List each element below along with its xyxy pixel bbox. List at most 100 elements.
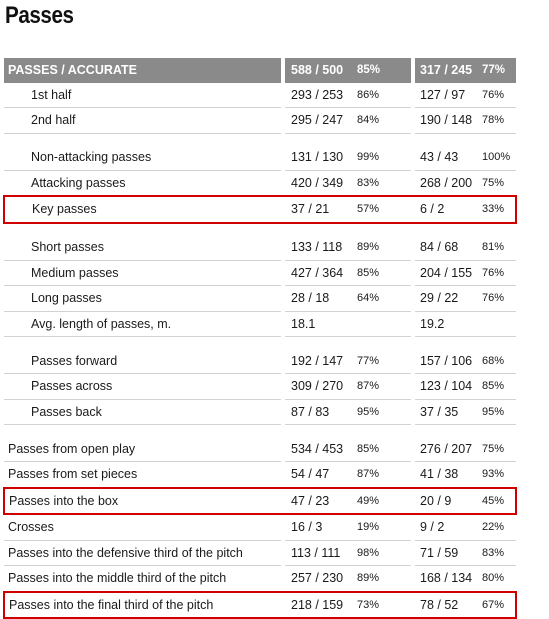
row-label: Passes from set pieces <box>4 461 281 488</box>
row-team2-value: 71 / 59 <box>415 540 479 566</box>
table-row: 2nd half 295 / 247 84% 190 / 148 78% <box>4 107 516 134</box>
row-team2-value: 19.2 <box>415 311 479 337</box>
table-row: Passes into the defensive third of the p… <box>4 540 516 566</box>
row-label: Passes across <box>4 373 281 400</box>
row-label: Crosses <box>4 514 281 541</box>
row-team2-value: 190 / 148 <box>415 107 479 134</box>
row-label: Medium passes <box>4 260 281 286</box>
row-spacer <box>4 425 516 437</box>
row-team2-value: 123 / 104 <box>415 373 479 400</box>
row-team2-pct: 100% <box>479 145 516 171</box>
table-row: Passes back 87 / 83 95% 37 / 35 95% <box>4 399 516 425</box>
row-team1-value: 16 / 3 <box>285 514 354 541</box>
row-team2-value: 127 / 97 <box>415 82 479 108</box>
row-team2-pct <box>479 311 516 337</box>
row-team2-pct: 76% <box>479 285 516 312</box>
table-row: Long passes 28 / 18 64% 29 / 22 76% <box>4 285 516 312</box>
row-team2-pct: 67% <box>479 590 517 619</box>
row-team2-pct: 75% <box>479 170 516 197</box>
row-team2-value: 9 / 2 <box>415 514 479 541</box>
table-row: 1st half 293 / 253 86% 127 / 97 76% <box>4 82 516 108</box>
row-label: Passes back <box>4 399 281 425</box>
table-row: Passes across 309 / 270 87% 123 / 104 85% <box>4 373 516 400</box>
row-team1-pct: 83% <box>354 170 411 197</box>
row-team1-value: 28 / 18 <box>285 285 354 312</box>
row-spacer <box>4 133 516 145</box>
row-team2-pct: 68% <box>479 348 516 374</box>
row-team2-value: 29 / 22 <box>415 285 479 312</box>
row-label: Avg. length of passes, m. <box>4 311 281 337</box>
row-team2-value: 6 / 2 <box>415 195 479 224</box>
row-team1-pct: 89% <box>354 235 411 261</box>
row-team1-value: 293 / 253 <box>285 82 354 108</box>
row-team2-pct: 81% <box>479 235 516 261</box>
row-team1-pct: 89% <box>354 565 411 592</box>
row-team1-value: 295 / 247 <box>285 107 354 134</box>
row-team2-pct: 85% <box>479 373 516 400</box>
row-team1-value: 257 / 230 <box>285 565 354 592</box>
row-team1-value: 427 / 364 <box>285 260 354 286</box>
row-team2-pct: 33% <box>479 195 517 224</box>
table-row: Passes into the middle third of the pitc… <box>4 565 516 592</box>
row-label: Passes into the middle third of the pitc… <box>4 565 281 592</box>
row-team2-value: 37 / 35 <box>415 399 479 425</box>
row-team2-pct: 45% <box>479 486 517 515</box>
row-team2-pct: 22% <box>479 514 516 541</box>
table-row: Attacking passes 420 / 349 83% 268 / 200 75% <box>4 170 516 197</box>
row-team2-value: 41 / 38 <box>415 461 479 488</box>
table-row: Medium passes 427 / 364 85% 204 / 155 76% <box>4 260 516 286</box>
row-team1-pct: 19% <box>354 514 411 541</box>
table-row: Passes forward 192 / 147 77% 157 / 106 68% <box>4 348 516 374</box>
row-team1-value: 113 / 111 <box>285 540 354 566</box>
row-team1-pct: 77% <box>354 348 411 374</box>
row-team1-pct: 85% <box>354 436 411 462</box>
row-team2-value: 78 / 52 <box>415 590 479 619</box>
row-team2-pct: 95% <box>479 399 516 425</box>
row-team1-pct: 87% <box>354 461 411 488</box>
table-row: Crosses 16 / 3 19% 9 / 2 22% <box>4 514 516 541</box>
table-header-row: PASSES / ACCURATE 588 / 500 85% 317 / 24… <box>4 58 516 83</box>
row-label: Short passes <box>4 235 281 261</box>
row-team2-value: 168 / 134 <box>415 565 479 592</box>
row-team1-value: 309 / 270 <box>285 373 354 400</box>
row-team1-pct: 84% <box>354 107 411 134</box>
table-row-highlighted: Key passes 37 / 21 57% 6 / 2 33% <box>3 195 517 224</box>
page-title: Passes <box>5 2 74 29</box>
row-team2-value: 157 / 106 <box>415 348 479 374</box>
row-team1-pct: 86% <box>354 82 411 108</box>
row-team2-pct: 83% <box>479 540 516 566</box>
row-label: 1st half <box>4 82 281 108</box>
table-row-highlighted: Passes into the box 47 / 23 49% 20 / 9 45% <box>3 486 517 515</box>
passes-stats-table: PASSES / ACCURATE 588 / 500 85% 317 / 24… <box>3 58 517 619</box>
row-team1-pct: 57% <box>354 195 411 224</box>
row-label: Key passes <box>3 195 281 224</box>
row-team1-value: 420 / 349 <box>285 170 354 197</box>
row-team1-pct: 49% <box>354 486 411 515</box>
row-label: Long passes <box>4 285 281 312</box>
table-row: Short passes 133 / 118 89% 84 / 68 81% <box>4 235 516 261</box>
row-team1-value: 534 / 453 <box>285 436 354 462</box>
header-label: PASSES / ACCURATE <box>4 58 281 83</box>
row-spacer <box>4 337 516 349</box>
header-team1-pct: 85% <box>354 58 411 83</box>
header-team2-pct: 77% <box>479 58 516 83</box>
row-team1-value: 192 / 147 <box>285 348 354 374</box>
row-team1-value: 18.1 <box>285 311 354 337</box>
table-row: Passes from set pieces 54 / 47 87% 41 / 38 9… <box>4 461 516 488</box>
row-label: Passes into the final third of the pitch <box>3 590 281 619</box>
row-team1-value: 133 / 118 <box>285 235 354 261</box>
row-team1-pct: 64% <box>354 285 411 312</box>
row-team1-pct: 99% <box>354 145 411 171</box>
row-team1-value: 37 / 21 <box>285 195 354 224</box>
table-row: Passes from open play 534 / 453 85% 276 / 2… <box>4 436 516 462</box>
row-label: Passes from open play <box>4 436 281 462</box>
header-team2-value: 317 / 245 <box>415 58 479 83</box>
row-team2-value: 204 / 155 <box>415 260 479 286</box>
row-team1-value: 131 / 130 <box>285 145 354 171</box>
row-team2-pct: 80% <box>479 565 516 592</box>
row-team2-value: 20 / 9 <box>415 486 479 515</box>
row-label: 2nd half <box>4 107 281 134</box>
row-team1-value: 87 / 83 <box>285 399 354 425</box>
table-row-highlighted: Passes into the final third of the pitch… <box>3 590 517 619</box>
row-spacer <box>4 223 516 236</box>
